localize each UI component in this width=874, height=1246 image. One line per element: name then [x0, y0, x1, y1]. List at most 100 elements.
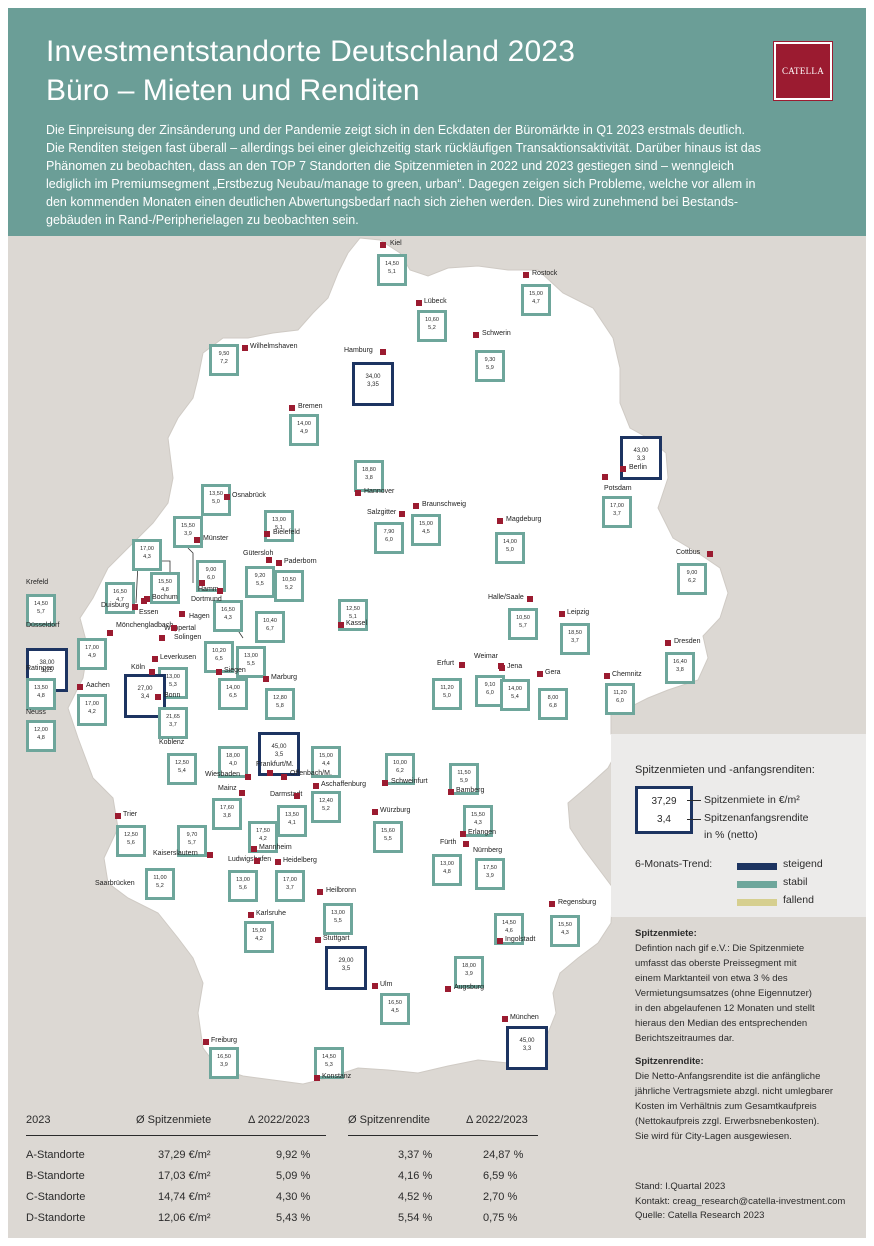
yield-value: 5,5 [256, 581, 264, 587]
rent-value: 18,00 [462, 963, 476, 969]
city-marker-dortmund: 16,50 4,3 [213, 600, 243, 632]
intro-text: Die Einpreisung der Zinsänderung und der… [46, 121, 826, 229]
city-label-gera: Gera [545, 669, 561, 676]
city-marker-koblenz: 12,50 5,4 [167, 753, 197, 785]
yield-value: 3,25 [41, 668, 53, 674]
rent-value: 15,00 [252, 928, 266, 934]
yield-value: 5,4 [178, 768, 186, 774]
legend: Spitzenmieten und -anfangsrenditen: 37,2… [611, 734, 866, 917]
city-marker-neuss: 12,00 4,8 [26, 720, 56, 752]
city-label-kassel: Kassel [346, 620, 368, 627]
table-cell: 6,59 % [483, 1170, 518, 1182]
rent-value: 9,20 [254, 573, 266, 579]
city-label-frankfurt-m-: Frankfurt/M. [256, 761, 294, 768]
legend-swatch-steigend [737, 863, 777, 870]
city-marker-bremen: 14,00 4,9 [289, 414, 319, 446]
city-marker-duisburg: 16,50 4,7 [105, 582, 135, 614]
yield-value: 5,1 [388, 269, 396, 275]
yield-value: 5,1 [349, 614, 357, 620]
table-header-cell: Ø Spitzenmiete [136, 1114, 212, 1126]
table-row: B-Standorte 17,03 €/m² 5,09 % 4,16 % 6,5… [26, 1170, 538, 1190]
rent-value: 14,00 [226, 685, 240, 691]
yield-value: 4,9 [88, 653, 96, 659]
rent-value: 15,00 [529, 291, 543, 297]
city-marker-braunschweig: 15,00 4,5 [411, 514, 441, 546]
rent-value: 21,65 [166, 714, 180, 720]
rent-value: 13,00 [331, 910, 345, 916]
table-rule [348, 1135, 538, 1136]
yield-value: 3,8 [365, 475, 373, 481]
city-dot-hamburg [380, 349, 386, 355]
city-marker-halle-saale: 10,50 5,7 [508, 608, 538, 640]
city-marker-f-rth: 13,00 4,8 [432, 854, 462, 886]
city-marker-erfurt: 11,20 5,0 [432, 678, 462, 710]
stand: Stand: I.Quartal 2023 [635, 1181, 726, 1192]
definition-line: Kosten im Verhältnis zum Gesamtkaufpreis [635, 1101, 817, 1112]
city-dot-solingen [159, 635, 165, 641]
yield-value: 4,7 [532, 299, 540, 305]
yield-value: 5,2 [322, 806, 330, 812]
yield-value: 3,9 [184, 531, 192, 537]
legend-title: Spitzenmieten und -anfangsrenditen: [635, 764, 815, 776]
table-header-cell: Δ 2022/2023 [466, 1114, 528, 1126]
definition-line: hieraus den Median des entsprechenden [635, 1018, 808, 1029]
title: Investmentstandorte Deutschland 2023 [46, 35, 576, 68]
yield-value: 5,4 [511, 694, 519, 700]
city-label-erfurt: Erfurt [437, 660, 455, 667]
definition-line: umfasst das oberste Preissegment mit [635, 958, 797, 969]
city-label-leipzig: Leipzig [567, 609, 590, 616]
city-dot-chemnitz [604, 673, 610, 679]
city-marker-dresden: 16,40 3,8 [665, 652, 695, 684]
city-label-heilbronn: Heilbronn [326, 887, 356, 894]
city-marker-siegen: 14,00 6,5 [218, 678, 248, 710]
table-header-cell: Ø Spitzenrendite [348, 1114, 430, 1126]
table-row: D-Standorte 12,06 €/m² 5,43 % 5,54 % 0,7… [26, 1212, 538, 1232]
rent-value: 18,00 [226, 753, 240, 759]
rent-value: 9,10 [484, 682, 496, 688]
city-dot-kiel [380, 242, 386, 248]
yield-value: 4,8 [443, 869, 451, 875]
rent-value: 13,50 [209, 491, 223, 497]
city-dot-magdeburg [497, 518, 503, 524]
rent-value: 13,00 [440, 861, 454, 867]
city-label-koblenz: Koblenz [159, 739, 185, 746]
intro-line: gebäuden in Rand-/Peripherielagen zu beo… [46, 213, 359, 227]
yield-value: 4,8 [161, 587, 169, 593]
city-dot-leipzig [559, 611, 565, 617]
rent-value: 10,40 [263, 618, 277, 624]
table-cell: 0,75 % [483, 1212, 518, 1224]
city-marker-hamm: 9,00 6,0 [196, 560, 226, 592]
city-label-cottbus: Cottbus [676, 549, 701, 556]
city-label-ingolstadt: Ingolstadt [505, 936, 536, 943]
yield-value: 4,9 [300, 429, 308, 435]
city-marker-aachen: 17,00 4,2 [77, 694, 107, 726]
city-marker-konstanz: 14,50 5,3 [314, 1047, 344, 1079]
city-label-mannheim: Mannheim [259, 844, 292, 851]
yield-value: 4,6 [505, 928, 513, 934]
table-cell: 37,29 €/m² [158, 1149, 211, 1161]
yield-value: 5,9 [460, 778, 468, 784]
city-marker-heidelberg: 17,00 3,7 [275, 870, 305, 902]
city-marker-bochum: 15,50 4,8 [150, 572, 180, 604]
city-label-wiesbaden: Wiesbaden [205, 771, 241, 778]
rent-value: 17,00 [283, 877, 297, 883]
city-label-hagen: Hagen [189, 613, 210, 620]
rent-value: 10,50 [516, 615, 530, 621]
yield-value: 3,8 [223, 813, 231, 819]
city-marker-ratingen: 13,50 4,8 [26, 678, 56, 710]
city-dot-aachen [77, 684, 83, 690]
city-dot-heidelberg [275, 859, 281, 865]
legend-example-marker: 37,29 3,4 [635, 786, 693, 834]
city-label-hamm: Hamm [198, 586, 219, 593]
city-marker-offenbach-m-: 15,00 4,4 [311, 746, 341, 778]
yield-value: 5,5 [247, 661, 255, 667]
city-dot-duisburg [132, 604, 138, 610]
yield-value: 6,2 [688, 578, 696, 584]
rent-value: 9,00 [205, 567, 217, 573]
yield-value: 4,8 [37, 735, 45, 741]
yield-value: 3,7 [571, 638, 579, 644]
rent-value: 17,00 [140, 546, 154, 552]
city-label-solingen: Solingen [174, 634, 202, 641]
city-marker-freiburg: 16,50 3,9 [209, 1047, 239, 1079]
rent-value: 16,50 [217, 1054, 231, 1060]
